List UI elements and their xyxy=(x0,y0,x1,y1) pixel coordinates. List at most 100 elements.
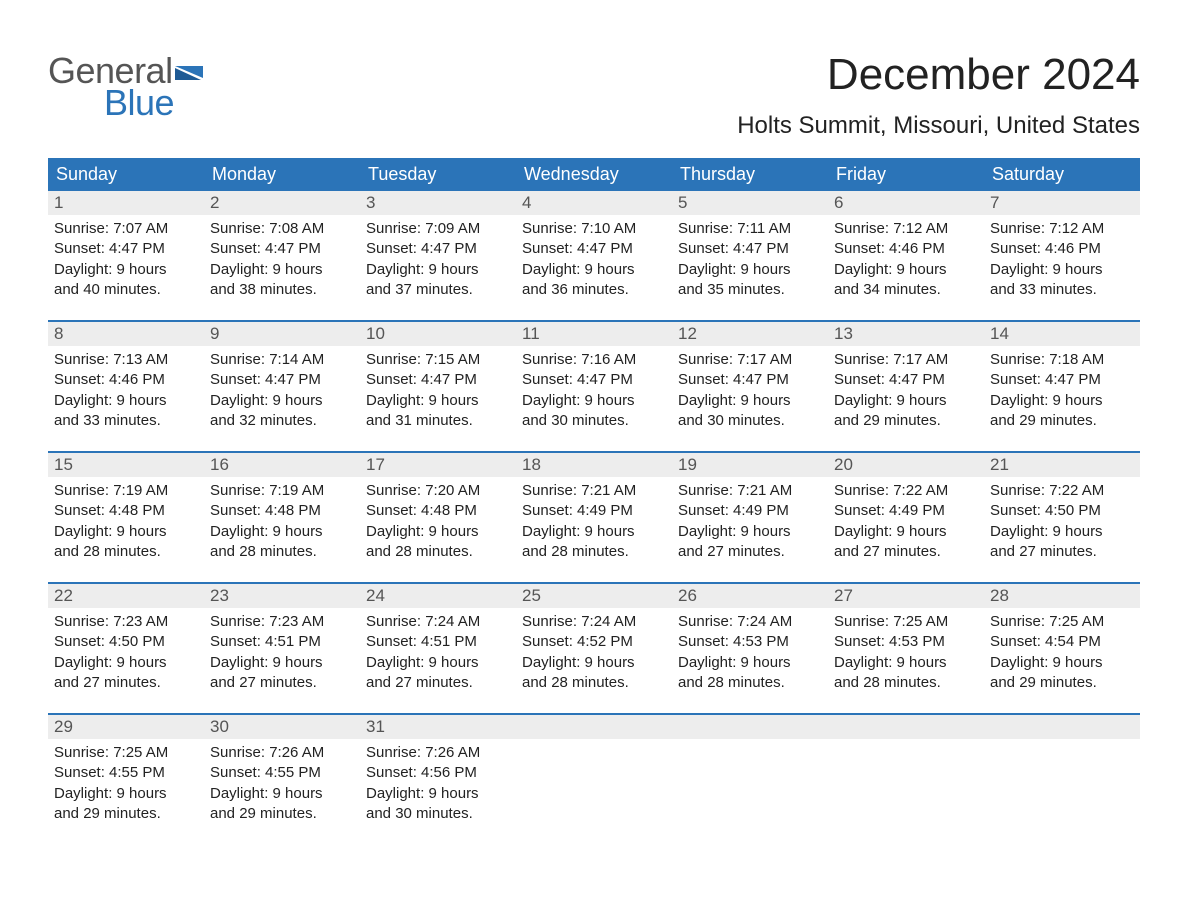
day-number-row xyxy=(672,715,828,739)
day-number: 8 xyxy=(54,324,63,343)
day-body: Sunrise: 7:16 AMSunset: 4:47 PMDaylight:… xyxy=(516,346,672,437)
calendar-day: 9Sunrise: 7:14 AMSunset: 4:47 PMDaylight… xyxy=(204,322,360,437)
day-number: 6 xyxy=(834,193,843,212)
day-number: 28 xyxy=(990,586,1009,605)
day-body: Sunrise: 7:07 AMSunset: 4:47 PMDaylight:… xyxy=(48,215,204,306)
day-body: Sunrise: 7:17 AMSunset: 4:47 PMDaylight:… xyxy=(828,346,984,437)
day-sunset: Sunset: 4:46 PM xyxy=(834,239,978,259)
day-sunset: Sunset: 4:49 PM xyxy=(522,501,666,521)
day-daylight1: Daylight: 9 hours xyxy=(834,391,978,411)
logo: General Blue xyxy=(48,50,203,124)
calendar-day: 1 Sunrise: 7:07 AMSunset: 4:47 PMDaylight… xyxy=(48,191,204,306)
day-number xyxy=(522,717,527,736)
day-daylight2: and 29 minutes. xyxy=(990,411,1134,431)
day-body: Sunrise: 7:23 AMSunset: 4:50 PMDaylight:… xyxy=(48,608,204,699)
day-daylight1: Daylight: 9 hours xyxy=(54,391,198,411)
day-sunrise: Sunrise: 7:23 AM xyxy=(210,612,354,632)
day-number-row: 24 xyxy=(360,584,516,608)
day-body: Sunrise: 7:12 AMSunset: 4:46 PMDaylight:… xyxy=(828,215,984,306)
day-daylight1: Daylight: 9 hours xyxy=(54,260,198,280)
day-body: Sunrise: 7:24 AMSunset: 4:53 PMDaylight:… xyxy=(672,608,828,699)
day-number-row: 21 xyxy=(984,453,1140,477)
day-daylight2: and 28 minutes. xyxy=(522,673,666,693)
calendar-day: 19Sunrise: 7:21 AMSunset: 4:49 PMDayligh… xyxy=(672,453,828,568)
day-daylight2: and 28 minutes. xyxy=(54,542,198,562)
day-daylight2: and 27 minutes. xyxy=(678,542,822,562)
day-daylight1: Daylight: 9 hours xyxy=(54,653,198,673)
day-daylight2: and 34 minutes. xyxy=(834,280,978,300)
day-number-row: 11 xyxy=(516,322,672,346)
day-number: 3 xyxy=(366,193,375,212)
day-daylight1: Daylight: 9 hours xyxy=(678,522,822,542)
day-sunrise: Sunrise: 7:14 AM xyxy=(210,350,354,370)
day-body: Sunrise: 7:20 AMSunset: 4:48 PMDaylight:… xyxy=(360,477,516,568)
day-number-row: 10 xyxy=(360,322,516,346)
day-daylight1: Daylight: 9 hours xyxy=(990,522,1134,542)
day-number-row: 7 xyxy=(984,191,1140,215)
day-daylight1: Daylight: 9 hours xyxy=(522,260,666,280)
day-number: 18 xyxy=(522,455,541,474)
day-number-row: 12 xyxy=(672,322,828,346)
day-daylight1: Daylight: 9 hours xyxy=(522,653,666,673)
day-body: Sunrise: 7:08 AMSunset: 4:47 PMDaylight:… xyxy=(204,215,360,306)
day-number-row: 25 xyxy=(516,584,672,608)
day-body: Sunrise: 7:22 AMSunset: 4:50 PMDaylight:… xyxy=(984,477,1140,568)
day-daylight1: Daylight: 9 hours xyxy=(522,391,666,411)
calendar-day: 7Sunrise: 7:12 AMSunset: 4:46 PMDaylight… xyxy=(984,191,1140,306)
day-body: Sunrise: 7:17 AMSunset: 4:47 PMDaylight:… xyxy=(672,346,828,437)
day-number-row: 8 xyxy=(48,322,204,346)
day-daylight1: Daylight: 9 hours xyxy=(990,260,1134,280)
day-sunrise: Sunrise: 7:21 AM xyxy=(522,481,666,501)
day-body: Sunrise: 7:26 AMSunset: 4:55 PMDaylight:… xyxy=(204,739,360,830)
day-daylight2: and 29 minutes. xyxy=(54,804,198,824)
day-sunset: Sunset: 4:51 PM xyxy=(210,632,354,652)
day-body: Sunrise: 7:10 AMSunset: 4:47 PMDaylight:… xyxy=(516,215,672,306)
day-body: Sunrise: 7:13 AMSunset: 4:46 PMDaylight:… xyxy=(48,346,204,437)
day-daylight2: and 27 minutes. xyxy=(54,673,198,693)
calendar-day: 16Sunrise: 7:19 AMSunset: 4:48 PMDayligh… xyxy=(204,453,360,568)
day-daylight2: and 27 minutes. xyxy=(834,542,978,562)
calendar-day: 25Sunrise: 7:24 AMSunset: 4:52 PMDayligh… xyxy=(516,584,672,699)
calendar-day xyxy=(672,715,828,830)
day-body: Sunrise: 7:22 AMSunset: 4:49 PMDaylight:… xyxy=(828,477,984,568)
calendar-day: 14Sunrise: 7:18 AMSunset: 4:47 PMDayligh… xyxy=(984,322,1140,437)
day-daylight2: and 29 minutes. xyxy=(834,411,978,431)
day-sunset: Sunset: 4:47 PM xyxy=(522,370,666,390)
day-sunset: Sunset: 4:48 PM xyxy=(366,501,510,521)
month-title: December 2024 xyxy=(737,50,1140,100)
day-sunset: Sunset: 4:46 PM xyxy=(990,239,1134,259)
day-sunset: Sunset: 4:47 PM xyxy=(834,370,978,390)
day-number xyxy=(990,717,995,736)
calendar-day: 13Sunrise: 7:17 AMSunset: 4:47 PMDayligh… xyxy=(828,322,984,437)
day-daylight1: Daylight: 9 hours xyxy=(366,784,510,804)
day-number-row: 30 xyxy=(204,715,360,739)
weekday-header-row: Sunday Monday Tuesday Wednesday Thursday… xyxy=(48,158,1140,191)
day-daylight2: and 28 minutes. xyxy=(522,542,666,562)
day-daylight2: and 28 minutes. xyxy=(678,673,822,693)
day-sunset: Sunset: 4:47 PM xyxy=(366,239,510,259)
day-daylight2: and 40 minutes. xyxy=(54,280,198,300)
day-number: 1 xyxy=(54,193,63,212)
day-number: 14 xyxy=(990,324,1009,343)
day-sunrise: Sunrise: 7:15 AM xyxy=(366,350,510,370)
calendar-week: 8 Sunrise: 7:13 AMSunset: 4:46 PMDaylight… xyxy=(48,320,1140,437)
logo-text-blue: Blue xyxy=(104,82,203,124)
day-body: Sunrise: 7:24 AMSunset: 4:52 PMDaylight:… xyxy=(516,608,672,699)
location-label: Holts Summit, Missouri, United States xyxy=(737,112,1140,140)
day-daylight1: Daylight: 9 hours xyxy=(210,260,354,280)
day-number: 7 xyxy=(990,193,999,212)
day-daylight2: and 28 minutes. xyxy=(210,542,354,562)
calendar-day: 4Sunrise: 7:10 AMSunset: 4:47 PMDaylight… xyxy=(516,191,672,306)
day-number xyxy=(834,717,839,736)
day-daylight1: Daylight: 9 hours xyxy=(366,260,510,280)
day-number-row: 13 xyxy=(828,322,984,346)
day-number-row: 2 xyxy=(204,191,360,215)
day-sunrise: Sunrise: 7:25 AM xyxy=(54,743,198,763)
day-number: 30 xyxy=(210,717,229,736)
day-number-row: 15 xyxy=(48,453,204,477)
day-body: Sunrise: 7:21 AMSunset: 4:49 PMDaylight:… xyxy=(516,477,672,568)
day-body: Sunrise: 7:26 AMSunset: 4:56 PMDaylight:… xyxy=(360,739,516,830)
calendar: Sunday Monday Tuesday Wednesday Thursday… xyxy=(48,158,1140,830)
day-number: 26 xyxy=(678,586,697,605)
day-sunset: Sunset: 4:47 PM xyxy=(54,239,198,259)
